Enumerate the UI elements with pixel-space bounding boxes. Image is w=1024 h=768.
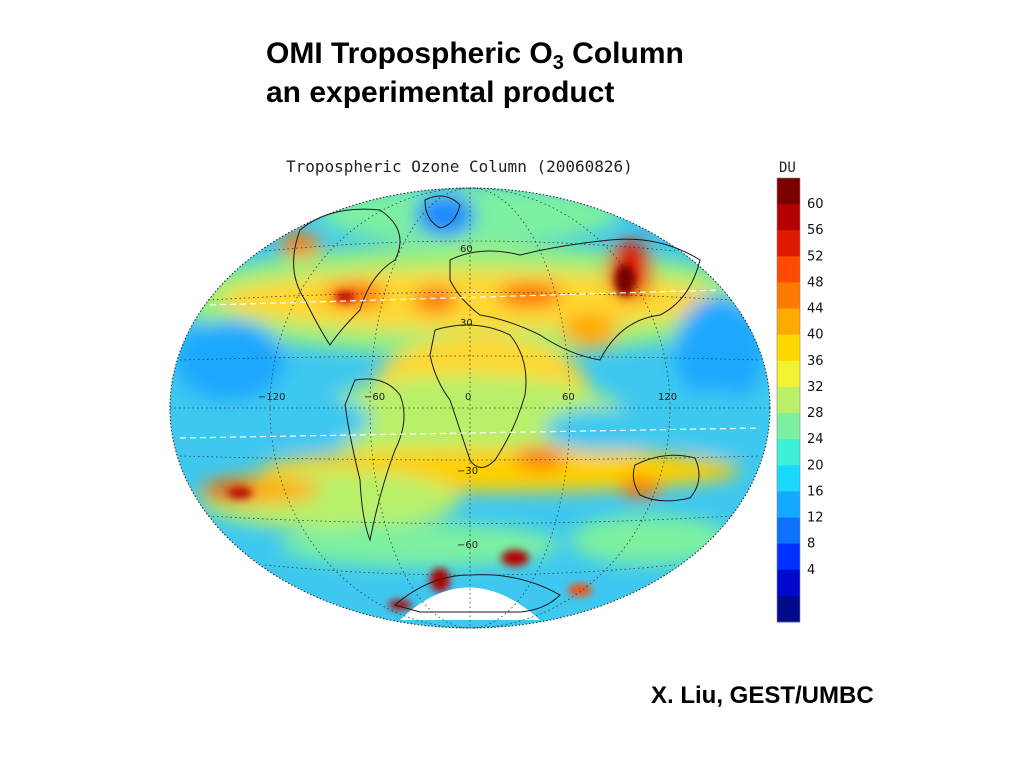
lon-label-minus120: −120 — [258, 392, 285, 403]
colorbar-swatch — [777, 569, 800, 597]
colorbar-swatch — [777, 491, 800, 519]
lat-label-minus60: −60 — [457, 540, 478, 551]
colorbar-swatch — [777, 308, 800, 336]
title-line-1: OMI Tropospheric O3 Column — [266, 37, 684, 74]
title-line-2: an experimental product — [266, 76, 615, 109]
colorbar-swatch — [777, 595, 800, 623]
colorbar-swatch — [777, 386, 800, 414]
colorbar-swatch — [777, 256, 800, 283]
field-hotspots — [228, 264, 635, 610]
colorbar-tick-label: 24 — [807, 432, 824, 447]
colorbar-swatch — [777, 204, 800, 231]
credit-text: X. Liu, GEST/UMBC — [651, 682, 874, 709]
lon-label-120: 120 — [658, 392, 677, 403]
globe-boundary — [169, 187, 771, 629]
north-america-outline — [293, 208, 401, 346]
colorbar-swatch — [777, 282, 800, 310]
lat-label-30: 30 — [460, 318, 473, 329]
orbit-gap-lines — [179, 289, 761, 439]
greenland-outline — [424, 195, 461, 229]
colorbar-swatch — [777, 178, 800, 205]
colorbar-tick-label: 56 — [807, 223, 824, 238]
colorbar-tick-label: 44 — [807, 302, 824, 317]
colorbar-tick-label: 40 — [807, 328, 824, 343]
colorbar-swatch — [777, 230, 800, 257]
lat-label-60: 60 — [460, 244, 473, 255]
colorbar-tick-label: 8 — [807, 537, 815, 552]
map-title: Tropospheric Ozone Column (20060826) — [286, 157, 633, 176]
lon-label-minus60: −60 — [364, 392, 385, 403]
eurasia-outline — [449, 238, 701, 361]
colorbar-swatch — [777, 465, 800, 492]
graticule-labels: −120 −60 0 60 120 60 30 −30 −60 — [258, 244, 677, 551]
south-america-outline — [344, 378, 405, 542]
colorbar-swatch — [777, 334, 800, 362]
lon-label-60: 60 — [562, 392, 575, 403]
lat-label-minus30: −30 — [457, 466, 478, 477]
slide-title: OMI Tropospheric O3 Column an experiment… — [266, 34, 684, 112]
colorbar-swatch — [777, 517, 800, 545]
subscript-3: 3 — [552, 52, 564, 74]
lon-label-0: 0 — [465, 392, 471, 403]
colorbar-tick-label: 52 — [807, 249, 824, 264]
colorbar-tick-label: 20 — [807, 458, 824, 473]
colorbar-tick-label: 4 — [807, 563, 815, 578]
colorbar-swatch — [777, 360, 800, 388]
colorbar-unit-label: DU — [779, 160, 796, 176]
colorbar-swatch — [777, 413, 800, 440]
colorbar-tick-label: 48 — [807, 275, 824, 290]
colorbar-tick-label: 36 — [807, 354, 824, 369]
colorbar-tick-label: 12 — [807, 511, 824, 526]
australia-outline — [632, 454, 700, 502]
colorbar-tick-label: 60 — [807, 197, 824, 212]
colorbar-border — [776, 177, 801, 623]
colorbar-tick-label: 16 — [807, 484, 824, 499]
colorbar: 60 56 52 48 44 40 36 32 28 24 20 16 12 8 4 — [776, 177, 824, 623]
colorbar-tick-label: 28 — [807, 406, 824, 421]
colorbar-swatch — [777, 543, 800, 571]
coastlines — [293, 195, 701, 613]
colorbar-swatch — [777, 439, 800, 466]
field-blobs — [175, 188, 765, 567]
colorbar-tick-label: 32 — [807, 380, 824, 395]
antarctica-outline — [393, 574, 561, 613]
